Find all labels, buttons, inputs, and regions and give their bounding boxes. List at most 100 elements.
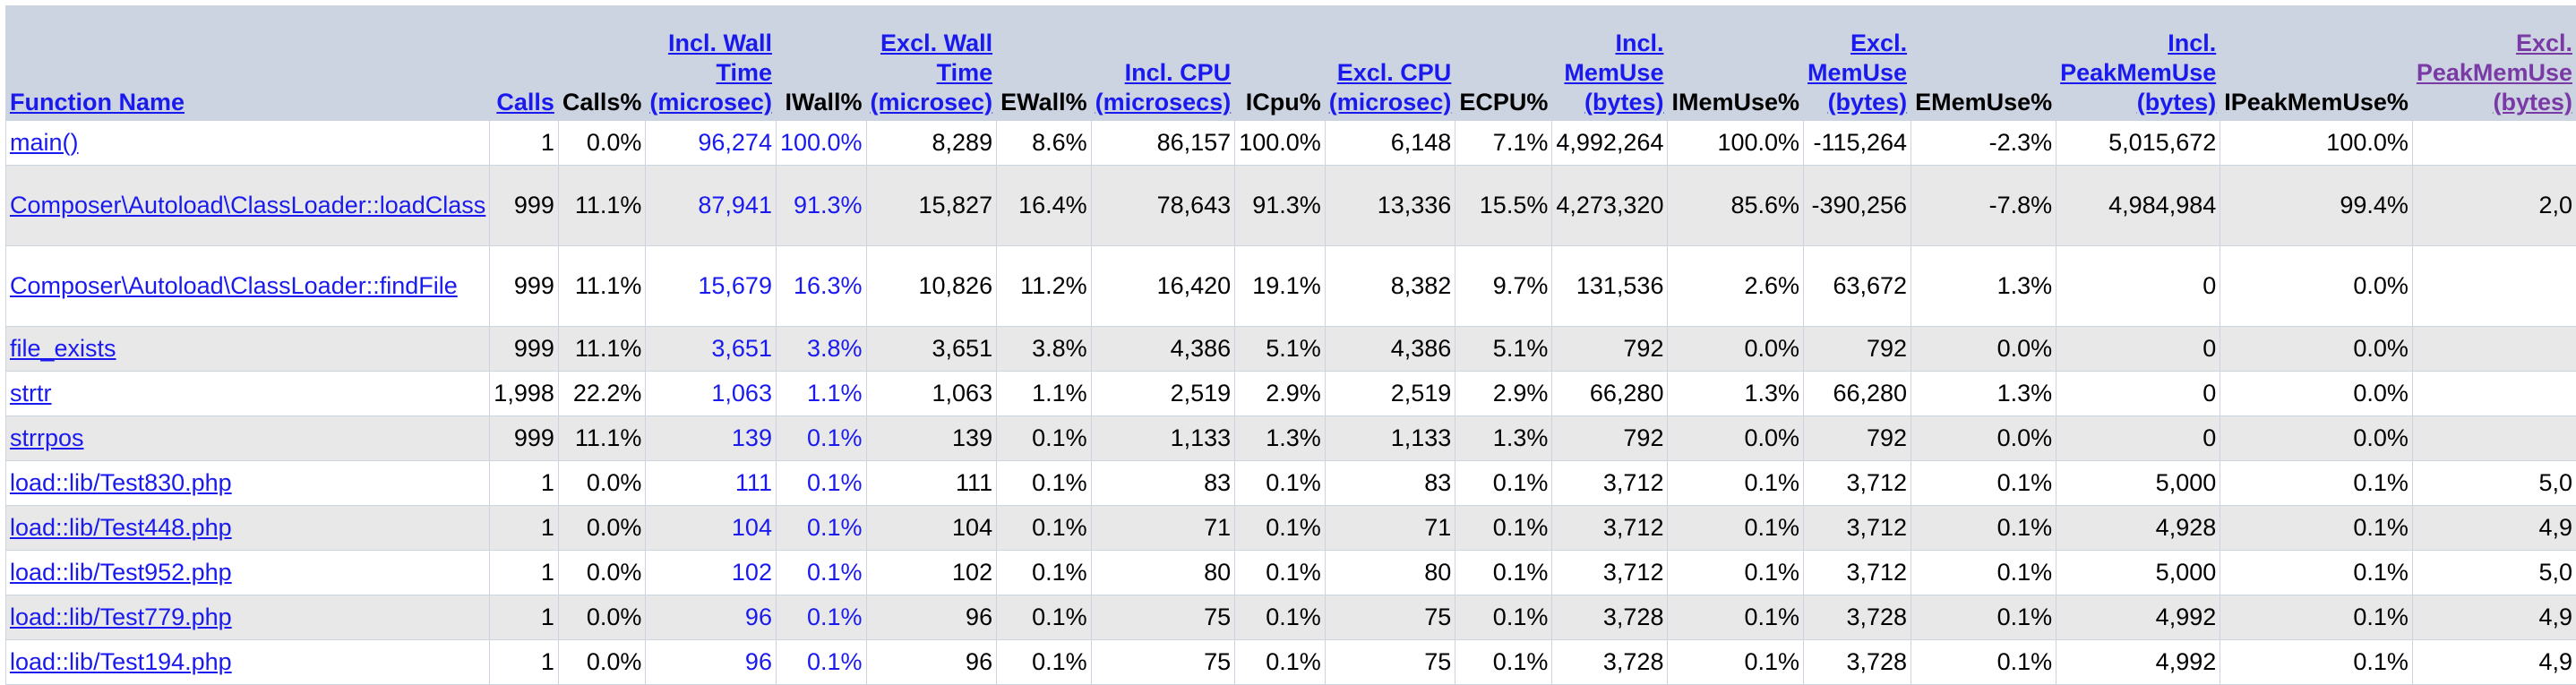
col-header-excl-peakmemuse[interactable]: Excl. PeakMemUse (bytes)	[2412, 6, 2576, 121]
cell-ememuse-pct: -7.8%	[1911, 166, 2057, 246]
cell-icpu-pct: 0.1%	[1235, 640, 1326, 685]
col-header-calls[interactable]: Calls	[490, 6, 559, 121]
cell-calls-pct: 0.0%	[558, 640, 646, 685]
cell-excl-memuse: 66,280	[1804, 372, 1911, 416]
cell-excl-memuse: 3,712	[1804, 461, 1911, 506]
cell-excl-peakmemuse: 5,0	[2412, 461, 2576, 506]
cell-ememuse-pct: 0.1%	[1911, 551, 2057, 595]
function-link[interactable]: load::lib/Test194.php	[10, 648, 232, 675]
cell-excl-peakmemuse	[2412, 246, 2576, 327]
col-header-ecpu-pct: ECPU%	[1455, 6, 1552, 121]
cell-incl-peakmemuse: 4,984,984	[2057, 166, 2220, 246]
sort-link-function-name[interactable]: Function Name	[10, 89, 185, 116]
col-header-function-name[interactable]: Function Name	[6, 6, 490, 121]
cell-function-name[interactable]: strrpos	[6, 416, 490, 461]
cell-incl-peakmemuse: 5,000	[2057, 461, 2220, 506]
cell-iwall-pct: 0.1%	[776, 461, 866, 506]
cell-incl-memuse: 792	[1552, 416, 1668, 461]
sort-link-excl-wall-time[interactable]: Excl. Wall Time (microsec)	[871, 30, 993, 116]
sort-link-calls[interactable]: Calls	[496, 89, 554, 116]
function-link[interactable]: Composer\Autoload\ClassLoader::findFile	[10, 272, 458, 299]
cell-ememuse-pct: 1.3%	[1911, 246, 2057, 327]
cell-incl-cpu: 83	[1091, 461, 1235, 506]
cell-incl-wall-time: 96,274	[646, 121, 777, 166]
sort-link-incl-wall-time[interactable]: Incl. Wall Time (microsec)	[649, 30, 772, 116]
sort-link-incl-cpu[interactable]: Incl. CPU (microsecs)	[1095, 59, 1232, 116]
cell-excl-peakmemuse	[2412, 416, 2576, 461]
cell-incl-wall-time: 96	[646, 640, 777, 685]
function-link[interactable]: load::lib/Test830.php	[10, 469, 232, 496]
function-link[interactable]: Composer\Autoload\ClassLoader::loadClass	[10, 192, 485, 218]
cell-function-name[interactable]: load::lib/Test448.php	[6, 506, 490, 551]
sort-link-incl-peakmemuse[interactable]: Incl. PeakMemUse (bytes)	[2060, 30, 2216, 116]
cell-function-name[interactable]: file_exists	[6, 327, 490, 372]
col-header-excl-memuse[interactable]: Excl. MemUse (bytes)	[1804, 6, 1911, 121]
col-header-incl-peakmemuse[interactable]: Incl. PeakMemUse (bytes)	[2057, 6, 2220, 121]
cell-incl-peakmemuse: 4,928	[2057, 506, 2220, 551]
col-header-incl-memuse[interactable]: Incl. MemUse (bytes)	[1552, 6, 1668, 121]
cell-incl-wall-time: 102	[646, 551, 777, 595]
cell-ecpu-pct: 0.1%	[1455, 461, 1552, 506]
cell-function-name[interactable]: load::lib/Test194.php	[6, 640, 490, 685]
cell-ipeakmemuse-pct: 0.1%	[2220, 461, 2413, 506]
function-link[interactable]: load::lib/Test448.php	[10, 514, 232, 541]
cell-incl-cpu: 80	[1091, 551, 1235, 595]
cell-function-name[interactable]: load::lib/Test830.php	[6, 461, 490, 506]
cell-imemuse-pct: 0.1%	[1668, 461, 1804, 506]
cell-function-name[interactable]: main()	[6, 121, 490, 166]
col-header-excl-cpu[interactable]: Excl. CPU (microsec)	[1325, 6, 1455, 121]
function-link[interactable]: file_exists	[10, 335, 116, 362]
cell-incl-wall-time: 1,063	[646, 372, 777, 416]
sort-link-incl-memuse[interactable]: Incl. MemUse (bytes)	[1564, 30, 1663, 116]
cell-ememuse-pct: 0.0%	[1911, 416, 2057, 461]
cell-calls-pct: 0.0%	[558, 506, 646, 551]
cell-function-name[interactable]: load::lib/Test779.php	[6, 595, 490, 640]
cell-calls-pct: 11.1%	[558, 327, 646, 372]
cell-function-name[interactable]: load::lib/Test952.php	[6, 551, 490, 595]
cell-excl-memuse: 63,672	[1804, 246, 1911, 327]
cell-calls-pct: 0.0%	[558, 461, 646, 506]
col-header-incl-cpu[interactable]: Incl. CPU (microsecs)	[1091, 6, 1235, 121]
header-row: Function Name Calls Calls% Incl. Wall Ti…	[6, 6, 2576, 121]
cell-calls-pct: 0.0%	[558, 595, 646, 640]
cell-incl-memuse: 131,536	[1552, 246, 1668, 327]
col-header-incl-wall-time[interactable]: Incl. Wall Time (microsec)	[646, 6, 777, 121]
cell-calls: 999	[490, 246, 559, 327]
function-link[interactable]: load::lib/Test779.php	[10, 604, 232, 630]
cell-function-name[interactable]: Composer\Autoload\ClassLoader::loadClass	[6, 166, 490, 246]
sort-link-excl-peakmemuse[interactable]: Excl. PeakMemUse (bytes)	[2417, 30, 2572, 116]
cell-incl-peakmemuse: 0	[2057, 327, 2220, 372]
col-header-imemuse-pct: IMemUse%	[1668, 6, 1804, 121]
cell-ecpu-pct: 9.7%	[1455, 246, 1552, 327]
sort-link-excl-cpu[interactable]: Excl. CPU (microsec)	[1329, 59, 1452, 116]
cell-excl-peakmemuse: 4,9	[2412, 595, 2576, 640]
cell-icpu-pct: 2.9%	[1235, 372, 1326, 416]
function-link[interactable]: main()	[10, 129, 79, 156]
cell-incl-wall-time: 3,651	[646, 327, 777, 372]
cell-calls: 999	[490, 416, 559, 461]
cell-function-name[interactable]: Composer\Autoload\ClassLoader::findFile	[6, 246, 490, 327]
cell-function-name[interactable]: strtr	[6, 372, 490, 416]
col-header-calls-pct: Calls%	[558, 6, 646, 121]
function-link[interactable]: strtr	[10, 380, 52, 407]
cell-imemuse-pct: 0.0%	[1668, 327, 1804, 372]
cell-incl-memuse: 3,728	[1552, 640, 1668, 685]
cell-ewall-pct: 8.6%	[997, 121, 1092, 166]
cell-excl-memuse: 3,712	[1804, 506, 1911, 551]
sort-link-excl-memuse[interactable]: Excl. MemUse (bytes)	[1807, 30, 1907, 116]
cell-ememuse-pct: -2.3%	[1911, 121, 2057, 166]
cell-incl-wall-time: 15,679	[646, 246, 777, 327]
col-header-excl-wall-time[interactable]: Excl. Wall Time (microsec)	[866, 6, 997, 121]
function-link[interactable]: strrpos	[10, 424, 84, 451]
cell-ipeakmemuse-pct: 0.1%	[2220, 506, 2413, 551]
cell-ecpu-pct: 2.9%	[1455, 372, 1552, 416]
cell-ipeakmemuse-pct: 99.4%	[2220, 166, 2413, 246]
cell-incl-memuse: 3,728	[1552, 595, 1668, 640]
function-link[interactable]: load::lib/Test952.php	[10, 559, 232, 586]
cell-incl-cpu: 86,157	[1091, 121, 1235, 166]
cell-iwall-pct: 0.1%	[776, 595, 866, 640]
cell-calls: 1	[490, 551, 559, 595]
cell-ipeakmemuse-pct: 0.1%	[2220, 595, 2413, 640]
cell-ewall-pct: 0.1%	[997, 416, 1092, 461]
